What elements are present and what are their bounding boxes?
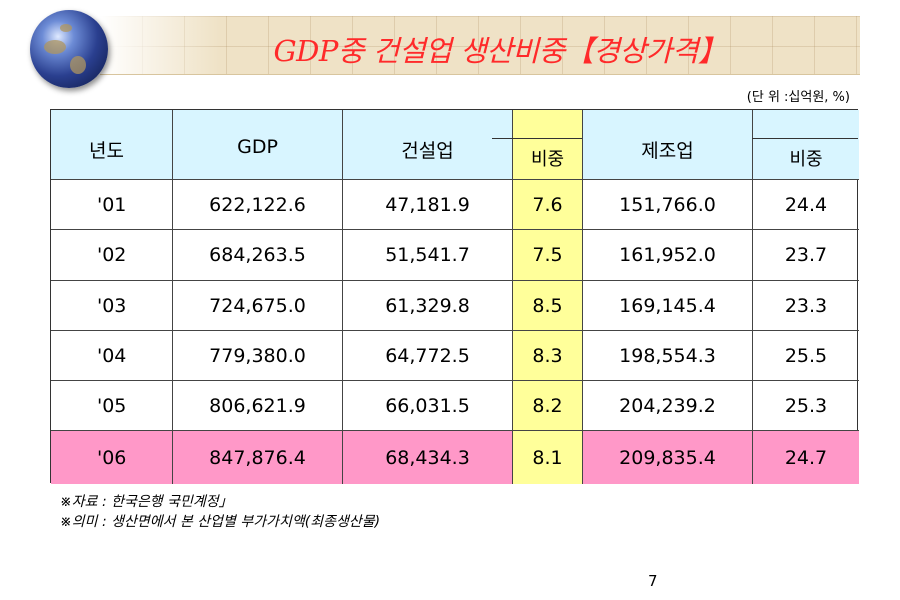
cell-construction: 47,181.9 <box>343 180 513 230</box>
cell-gdp: 779,380.0 <box>173 331 343 381</box>
cell-construction: 64,772.5 <box>343 331 513 381</box>
note-meaning: ※의미 : 생산면에서 본 산업별 부가가치액(최종생산물) <box>60 514 381 530</box>
cell-year: '01 <box>51 180 173 230</box>
source-notes: ※자료 : 한국은행 국민계정」 ※의미 : 생산면에서 본 산업별 부가가치액… <box>60 492 380 532</box>
cell-manufacturing-share: 23.3 <box>753 281 859 331</box>
cell-manufacturing-highlight: 209,835.4 <box>583 431 753 484</box>
cell-year: '04 <box>51 331 173 381</box>
header-construction-share: 비중 <box>513 110 583 180</box>
cell-year: '03 <box>51 281 173 331</box>
header-manufacturing-share: 비중 <box>753 110 859 180</box>
unit-label: (단 위 :십억원, %) <box>746 90 850 105</box>
cell-construction-share: 8.5 <box>513 281 583 331</box>
globe-icon <box>30 10 108 88</box>
cell-construction-highlight: 68,434.3 <box>343 431 513 484</box>
cell-year-highlight: '06 <box>51 431 173 484</box>
cell-year: '05 <box>51 381 173 431</box>
cell-construction: 66,031.5 <box>343 381 513 431</box>
cell-construction-share: 7.5 <box>513 230 583 281</box>
cell-manufacturing: 161,952.0 <box>583 230 753 281</box>
cell-manufacturing-share: 24.4 <box>753 180 859 230</box>
cell-manufacturing: 204,239.2 <box>583 381 753 431</box>
page-number: 7 <box>648 572 658 590</box>
title-banner <box>100 16 860 75</box>
cell-construction-share: 7.6 <box>513 180 583 230</box>
cell-year: '02 <box>51 230 173 281</box>
gdp-table: 년도 GDP 건설업 비중 제조업 비중 '01 622,122.6 47,18… <box>50 109 859 484</box>
header-manufacturing: 제조업 <box>583 110 753 180</box>
cell-construction-share: 8.3 <box>513 331 583 381</box>
page-title: GDP중 건설업 생산비중【경상가격】 <box>273 34 727 68</box>
cell-manufacturing-share: 23.7 <box>753 230 859 281</box>
cell-manufacturing-share: 25.3 <box>753 381 859 431</box>
header-year: 년도 <box>51 110 173 180</box>
header-construction: 건설업 <box>343 110 513 180</box>
cell-manufacturing-share-highlight: 24.7 <box>753 431 859 484</box>
cell-construction: 51,541.7 <box>343 230 513 281</box>
cell-manufacturing: 151,766.0 <box>583 180 753 230</box>
note-source: ※자료 : 한국은행 국민계정」 <box>60 494 233 510</box>
header-gdp: GDP <box>173 110 343 180</box>
cell-gdp: 724,675.0 <box>173 281 343 331</box>
cell-manufacturing: 198,554.3 <box>583 331 753 381</box>
cell-gdp: 806,621.9 <box>173 381 343 431</box>
share-header-divider <box>752 138 858 139</box>
cell-construction-share: 8.2 <box>513 381 583 431</box>
cell-manufacturing: 169,145.4 <box>583 281 753 331</box>
cell-construction-share-highlight: 8.1 <box>513 431 583 484</box>
cell-manufacturing-share: 25.5 <box>753 331 859 381</box>
cell-gdp-highlight: 847,876.4 <box>173 431 343 484</box>
share-header-divider <box>492 138 582 139</box>
cell-gdp: 622,122.6 <box>173 180 343 230</box>
cell-gdp: 684,263.5 <box>173 230 343 281</box>
cell-construction: 61,329.8 <box>343 281 513 331</box>
title-banner-fade <box>100 16 220 74</box>
